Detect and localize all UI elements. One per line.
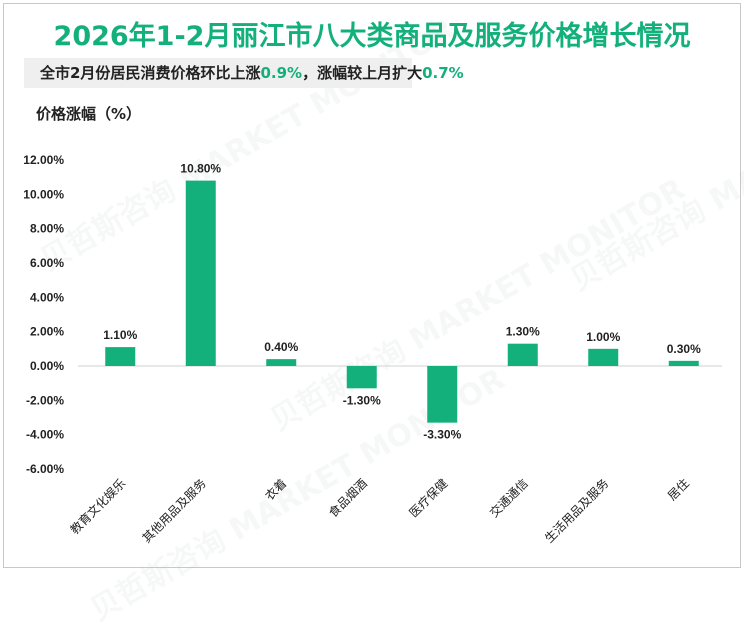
subtitle-mid: ，涨幅较上月扩大 bbox=[302, 64, 423, 82]
x-tick-label: 其他用品及服务 bbox=[139, 476, 209, 546]
bar bbox=[507, 343, 538, 366]
x-tick-label: 衣着 bbox=[262, 476, 290, 504]
bar bbox=[588, 348, 619, 366]
bar bbox=[185, 180, 216, 366]
data-label: 1.00% bbox=[586, 330, 620, 344]
y-tick-label: 12.00% bbox=[23, 153, 64, 167]
chart-title: 2026年1-2月丽江市八大类商品及服务价格增长情况 bbox=[53, 21, 691, 52]
y-tick-label: 4.00% bbox=[30, 290, 64, 304]
subtitle-text: 全市2月份居民消费价格环比上涨 bbox=[40, 64, 261, 82]
bar bbox=[266, 359, 297, 366]
data-label: 1.10% bbox=[103, 328, 137, 342]
x-tick-label: 教育文化娱乐 bbox=[67, 476, 129, 538]
data-label: -3.30% bbox=[423, 428, 461, 442]
data-label: 1.30% bbox=[506, 325, 540, 339]
y-tick-label: 8.00% bbox=[30, 222, 64, 236]
x-tick-label: 生活用品及服务 bbox=[541, 476, 611, 546]
subtitle-value-2: 0.7% bbox=[422, 64, 464, 82]
data-label: 0.30% bbox=[667, 342, 701, 356]
y-tick-label: -6.00% bbox=[26, 462, 64, 476]
chart-frame bbox=[3, 3, 741, 568]
y-tick-label: 6.00% bbox=[30, 256, 64, 270]
data-label: -1.30% bbox=[343, 393, 381, 407]
subtitle-value-1: 0.9% bbox=[260, 64, 303, 82]
y-tick-label: 10.00% bbox=[23, 187, 64, 201]
y-axis-label: 价格涨幅（%） bbox=[36, 105, 142, 123]
x-tick-label: 食品烟酒 bbox=[325, 476, 370, 521]
y-tick-label: -4.00% bbox=[26, 428, 64, 442]
x-tick-label: 医疗保健 bbox=[407, 476, 451, 520]
subtitle-box: 全市2月份居民消费价格环比上涨0.9%，涨幅较上月扩大0.7% bbox=[24, 58, 464, 88]
data-label: 0.40% bbox=[264, 340, 298, 354]
bar bbox=[427, 366, 458, 423]
y-tick-label: -2.00% bbox=[26, 393, 64, 407]
x-tick-label: 交通通信 bbox=[486, 476, 531, 521]
data-label: 10.80% bbox=[180, 162, 221, 176]
bar-chart: -6.00% -4.00% -2.00% 0.00% 2.00% 4.00% 6.00% 8.… bbox=[23, 153, 722, 546]
y-tick-label: 2.00% bbox=[30, 325, 64, 339]
bar bbox=[668, 360, 699, 366]
bar bbox=[346, 366, 377, 389]
x-tick-label: 居住 bbox=[665, 476, 692, 503]
bar bbox=[105, 347, 136, 366]
y-tick-label: 0.00% bbox=[30, 359, 64, 373]
